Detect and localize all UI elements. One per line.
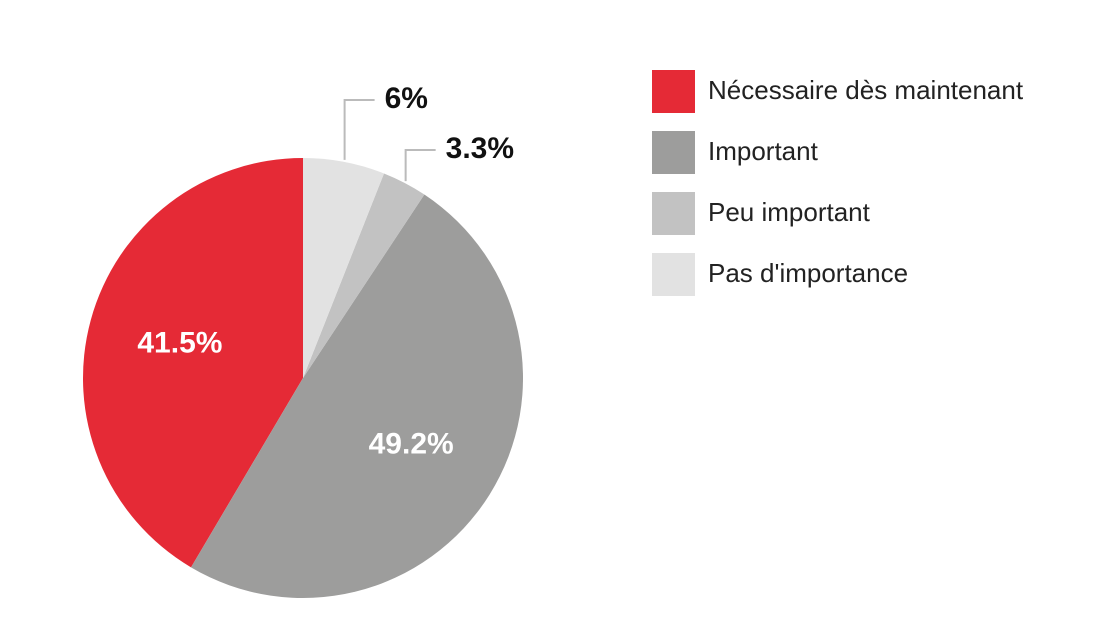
legend-swatch bbox=[652, 253, 695, 296]
value-label: 6% bbox=[385, 82, 428, 115]
legend-swatch bbox=[652, 192, 695, 235]
legend-label: Important bbox=[708, 136, 819, 166]
pie-slice bbox=[303, 158, 384, 378]
legend-label: Pas d'importance bbox=[708, 258, 908, 288]
legend-swatch bbox=[652, 131, 695, 174]
leader-line bbox=[343, 99, 375, 160]
legend-label: Peu important bbox=[708, 197, 871, 227]
pie-slice bbox=[83, 158, 304, 568]
value-label: 49.2% bbox=[369, 428, 454, 461]
value-label: 3.3% bbox=[446, 132, 514, 165]
pie-slice bbox=[303, 173, 425, 378]
pie-slice bbox=[191, 194, 523, 598]
leader-line bbox=[404, 149, 436, 182]
legend-swatch bbox=[652, 70, 695, 113]
value-label: 41.5% bbox=[137, 326, 222, 359]
legend-label: Nécessaire dès maintenant bbox=[708, 75, 1024, 105]
